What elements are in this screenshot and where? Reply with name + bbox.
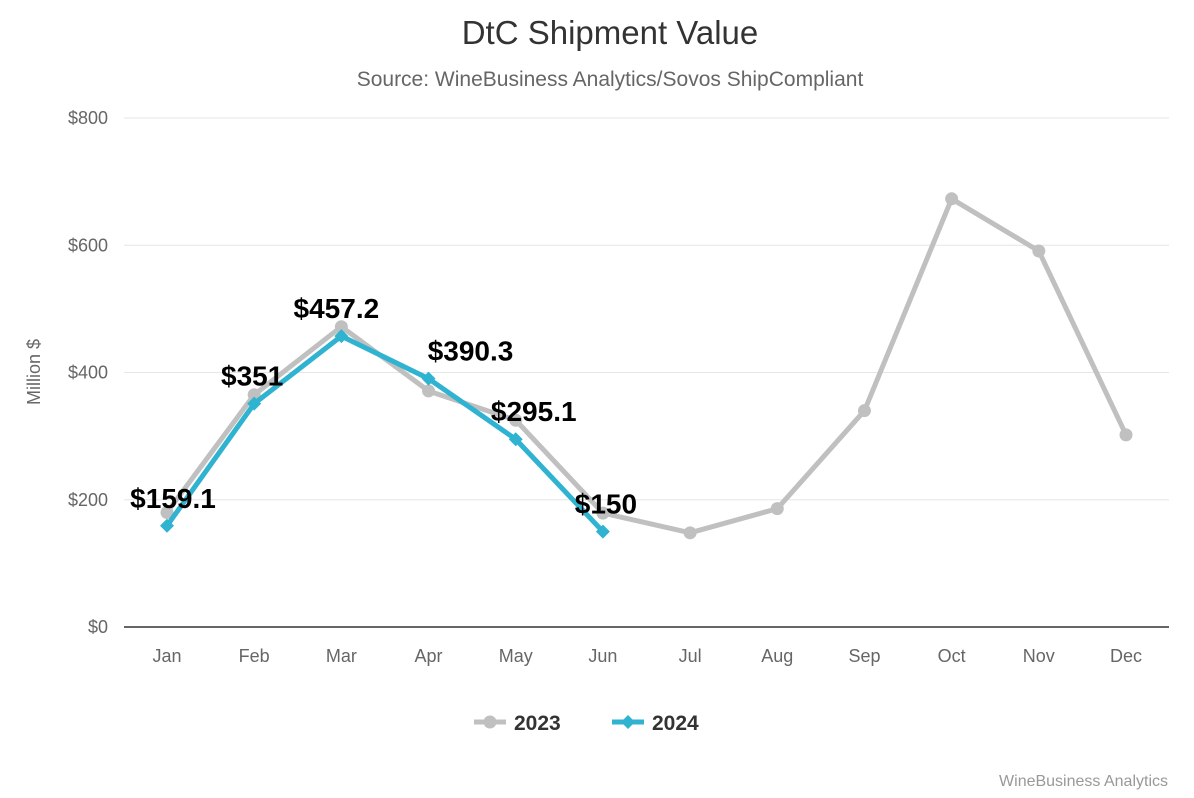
y-tick-label: $400 [68,363,108,383]
data-label: $159.1 [130,483,216,514]
y-tick-label: $0 [88,617,108,637]
x-tick-label: Mar [326,646,357,666]
chart-subtitle: Source: WineBusiness Analytics/Sovos Shi… [357,68,864,91]
x-tick-label: Oct [938,646,966,666]
data-point-2023 [683,526,697,540]
data-label: $351 [221,361,283,392]
y-axis-label: Million $ [24,339,44,405]
y-tick-label: $800 [68,108,108,128]
data-label: $390.3 [428,336,514,367]
series-line-2023 [164,196,1129,536]
x-tick-label: Nov [1023,646,1055,666]
data-point-2023 [422,384,436,398]
data-point-2024 [595,524,610,539]
data-label: $295.1 [491,396,577,427]
data-point-2023 [334,320,348,334]
x-tick-label: May [499,646,533,666]
x-tick-label: Jun [588,646,617,666]
data-point-2024 [160,518,174,533]
data-point-2023 [596,506,610,520]
x-tick-label: Aug [761,646,793,666]
data-point-2023 [945,192,959,206]
data-point-2024 [334,329,349,344]
data-label: $150 [575,489,637,520]
series-line-2024 [164,333,605,534]
data-point-2024 [421,371,436,386]
chart-title: DtC Shipment Value [462,14,759,51]
legend-label-2023: 2023 [514,712,561,735]
legend-marker-2024 [621,715,635,729]
y-tick-label: $200 [68,490,108,510]
x-tick-label: Feb [239,646,270,666]
x-tick-label: Jul [679,646,702,666]
data-point-2024 [508,432,523,447]
chart-credit: WineBusiness Analytics [999,773,1168,790]
data-point-2023 [509,413,523,427]
data-point-2023 [1119,428,1133,442]
legend-marker-2023 [483,715,497,729]
y-tick-label: $600 [68,235,108,255]
data-point-2023 [857,404,871,418]
data-label: $457.2 [294,293,380,324]
x-tick-label: Jan [152,646,181,666]
legend-label-2024: 2024 [652,712,699,735]
x-tick-label: Sep [848,646,880,666]
data-point-2024 [247,396,262,411]
x-tick-label: Dec [1110,646,1142,666]
x-tick-label: Apr [415,646,443,666]
data-point-2023 [160,505,174,519]
data-point-2023 [1032,244,1046,258]
data-point-2023 [770,502,784,516]
